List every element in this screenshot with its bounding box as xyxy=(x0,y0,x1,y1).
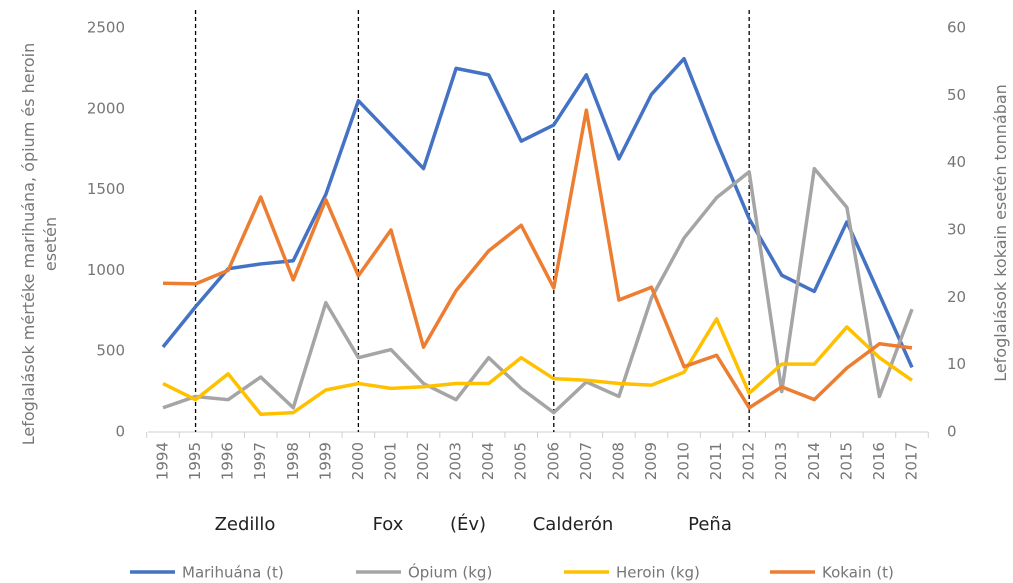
x-tick-label: 1995 xyxy=(186,442,204,480)
x-tick-label: 2007 xyxy=(577,442,595,480)
y2-tick-label: 30 xyxy=(947,221,966,239)
series-line xyxy=(161,56,914,369)
x-tick-label: 2011 xyxy=(707,442,725,480)
legend-label: Heroin (kg) xyxy=(616,564,700,582)
y2-tick-label: 10 xyxy=(947,355,966,373)
y2-tick-label: 40 xyxy=(947,153,966,171)
x-axis-title: (Év) xyxy=(450,513,486,535)
x-tick-label: 2000 xyxy=(349,442,367,480)
x-tick-label: 1998 xyxy=(284,442,302,480)
series-line xyxy=(162,108,913,410)
y2-axis-title: Lefoglalások kokain esetén tonnában xyxy=(991,84,1010,382)
x-tick-label: 1994 xyxy=(154,442,172,480)
y-tick-label: 2500 xyxy=(87,19,125,37)
y2-tick-label: 60 xyxy=(947,19,966,37)
x-tick-label: 2014 xyxy=(805,442,823,480)
president-label: Calderón xyxy=(533,514,614,535)
x-tick-label: 2015 xyxy=(837,442,855,480)
series-line xyxy=(162,317,913,416)
y2-tick-label: 20 xyxy=(947,288,966,306)
y2-tick-label: 0 xyxy=(947,423,957,441)
legend-label: Ópium (kg) xyxy=(408,563,492,582)
x-tick-label: 2009 xyxy=(642,442,660,480)
x-tick-label: 2010 xyxy=(675,442,693,480)
y2-tick-label: 50 xyxy=(947,86,966,104)
x-tick-label: 2004 xyxy=(479,442,497,480)
y-axis-title: Lefoglalások mértéke marihuána, ópium és… xyxy=(19,42,60,446)
legend-label: Kokain (t) xyxy=(822,564,894,582)
x-tick-label: 2003 xyxy=(447,442,465,480)
x-tick-label: 2008 xyxy=(609,442,627,480)
x-tick-label: 2005 xyxy=(512,442,530,480)
series-line xyxy=(162,166,914,415)
president-label: Zedillo xyxy=(215,514,276,535)
president-label: Fox xyxy=(373,514,404,535)
y-tick-label: 1500 xyxy=(87,180,125,198)
x-tick-label: 2001 xyxy=(381,442,399,480)
y-tick-label: 500 xyxy=(96,342,125,360)
x-tick-label: 2006 xyxy=(544,442,562,480)
legend-label: Marihuána (t) xyxy=(182,564,284,582)
x-tick-label: 1997 xyxy=(251,442,269,480)
x-tick-label: 1996 xyxy=(219,442,237,480)
x-tick-label: 2013 xyxy=(772,442,790,480)
x-tick-label: 1999 xyxy=(316,442,334,480)
x-tick-label: 2017 xyxy=(903,442,921,480)
president-label: Peña xyxy=(688,514,732,535)
y-tick-label: 0 xyxy=(115,423,125,441)
x-tick-label: 2012 xyxy=(740,442,758,480)
y-tick-label: 1000 xyxy=(87,261,125,279)
x-tick-label: 2016 xyxy=(870,442,888,480)
x-tick-label: 2002 xyxy=(414,442,432,480)
y-tick-label: 2000 xyxy=(87,99,125,117)
